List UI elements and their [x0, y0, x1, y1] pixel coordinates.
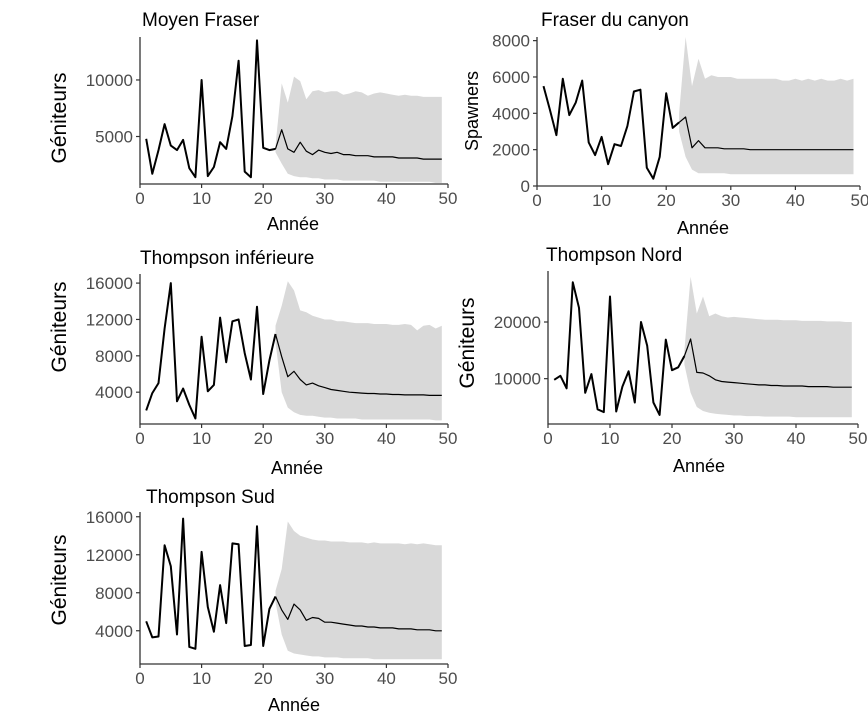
- median-projection-line: [274, 596, 442, 632]
- y-tick-label: 2000: [492, 141, 530, 160]
- y-tick-label: 8000: [95, 584, 133, 603]
- x-tick-label: 0: [532, 191, 541, 210]
- x-axis-label: Année: [271, 458, 323, 478]
- y-tick-label: 16000: [86, 274, 133, 293]
- y-axis-label: Géniteurs: [48, 72, 71, 163]
- x-tick-label: 10: [592, 191, 611, 210]
- x-tick-label: 50: [439, 429, 458, 448]
- x-tick-label: 10: [601, 429, 620, 448]
- median-projection-line: [274, 129, 442, 160]
- y-tick-label: 8000: [95, 347, 133, 366]
- x-tick-label: 30: [315, 669, 334, 688]
- y-tick-label: 16000: [86, 508, 133, 527]
- x-axis-label: Année: [268, 695, 320, 715]
- x-tick-label: 40: [377, 429, 396, 448]
- projection-interval-band: [275, 521, 442, 660]
- panel-title: Thompson inférieure: [140, 248, 314, 269]
- observed-series-line: [145, 517, 277, 650]
- x-tick-label: 20: [663, 429, 682, 448]
- panel-thompson-inferieure: Thompson inférieure Année Géniteurs 0 10 2…: [48, 248, 457, 478]
- x-tick-label: 30: [315, 429, 334, 448]
- panel-moyen-fraser: Moyen Fraser Année Géniteurs 0 10 20 30 40 50…: [48, 10, 457, 234]
- x-tick-label: 50: [849, 429, 868, 448]
- x-tick-label: 40: [377, 189, 396, 208]
- x-tick-label: 0: [543, 429, 552, 448]
- observed-series-line: [145, 39, 276, 179]
- y-tick-label: 12000: [86, 310, 133, 329]
- x-tick-label: 40: [787, 429, 806, 448]
- y-tick-label: 5000: [95, 128, 133, 147]
- projection-interval-band: [684, 276, 852, 418]
- y-tick-label: 8000: [492, 32, 530, 51]
- y-axis-label: Géniteurs: [456, 297, 479, 388]
- median-projection-line: [683, 338, 852, 388]
- y-tick-label: 6000: [492, 68, 530, 87]
- x-tick-label: 50: [439, 189, 458, 208]
- x-tick-label: 50: [851, 191, 868, 210]
- panel-title: Thompson Sud: [146, 487, 275, 508]
- x-tick-label: 20: [254, 189, 273, 208]
- x-tick-label: 50: [439, 669, 458, 688]
- projection-interval-band: [275, 281, 442, 421]
- x-axis-label: Année: [673, 456, 725, 476]
- x-tick-label: 40: [377, 669, 396, 688]
- x-tick-label: 30: [721, 191, 740, 210]
- observed-series-line: [145, 282, 277, 420]
- x-tick-label: 10: [192, 429, 211, 448]
- x-axis-label: Année: [267, 214, 319, 234]
- x-tick-label: 30: [725, 429, 744, 448]
- y-tick-label: 12000: [86, 546, 133, 565]
- median-projection-line: [678, 116, 854, 151]
- x-tick-label: 30: [315, 189, 334, 208]
- x-tick-label: 40: [786, 191, 805, 210]
- observed-series-line: [542, 77, 680, 180]
- panel-fraser-du-canyon: Fraser du canyon Année Spawners 0 10 20 30 4…: [462, 10, 868, 238]
- x-tick-label: 10: [192, 669, 211, 688]
- y-tick-label: 4000: [492, 104, 530, 123]
- y-tick-label: 20000: [494, 313, 541, 332]
- y-tick-label: 10000: [494, 370, 541, 389]
- panel-thompson-sud: Thompson Sud Année Géniteurs 0 10 20 30 40 50…: [48, 487, 457, 715]
- y-tick-label: 10000: [86, 71, 133, 90]
- projection-interval-band: [275, 76, 442, 183]
- y-tick-label: 4000: [95, 622, 133, 641]
- x-tick-label: 10: [192, 189, 211, 208]
- x-axis-label: Année: [677, 218, 729, 238]
- panel-title: Moyen Fraser: [142, 10, 260, 31]
- panel-title: Fraser du canyon: [541, 10, 689, 31]
- projection-interval-band: [679, 37, 854, 175]
- x-tick-label: 0: [135, 189, 144, 208]
- observed-series-line: [553, 281, 686, 416]
- y-axis-label: Géniteurs: [48, 534, 71, 625]
- x-tick-label: 20: [657, 191, 676, 210]
- x-tick-label: 0: [135, 669, 144, 688]
- median-projection-line: [274, 333, 442, 396]
- y-axis-label: Spawners: [462, 71, 482, 151]
- panel-title: Thompson Nord: [546, 245, 682, 266]
- y-axis-label: Géniteurs: [48, 281, 71, 372]
- x-tick-label: 20: [254, 669, 273, 688]
- panel-thompson-nord: Thompson Nord Année Géniteurs 0 10 20 30 40 5…: [456, 245, 867, 476]
- y-tick-label: 0: [521, 177, 530, 196]
- y-tick-label: 4000: [95, 383, 133, 402]
- x-tick-label: 20: [254, 429, 273, 448]
- x-tick-label: 0: [135, 429, 144, 448]
